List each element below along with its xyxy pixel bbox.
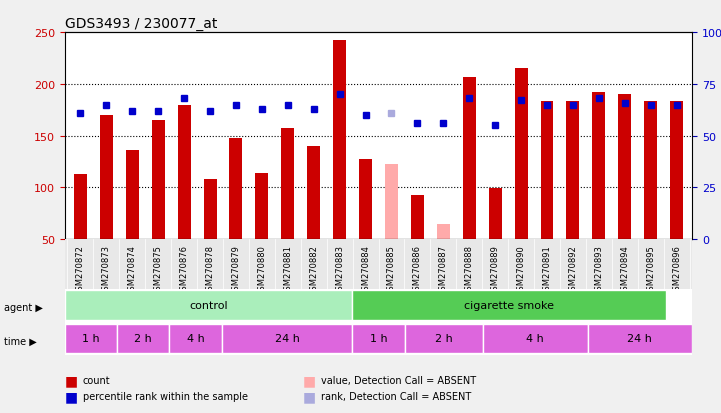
Text: GSM270889: GSM270889: [491, 244, 500, 295]
Text: ■: ■: [303, 389, 316, 404]
Text: GSM270893: GSM270893: [594, 244, 603, 295]
Bar: [644, 102, 657, 240]
Bar: [619, 95, 632, 240]
Text: GSM270895: GSM270895: [646, 244, 655, 295]
Text: 1 h: 1 h: [370, 334, 387, 344]
Text: GSM270881: GSM270881: [283, 244, 292, 295]
Text: ■: ■: [65, 373, 78, 387]
Bar: [255, 173, 268, 240]
Bar: [463, 78, 476, 240]
Text: 4 h: 4 h: [187, 334, 205, 344]
FancyBboxPatch shape: [117, 324, 169, 354]
Text: GSM270873: GSM270873: [102, 244, 111, 295]
Bar: [515, 69, 528, 240]
FancyBboxPatch shape: [483, 324, 588, 354]
Text: GSM270880: GSM270880: [257, 244, 266, 295]
Bar: [593, 93, 606, 240]
Text: 4 h: 4 h: [526, 334, 544, 344]
Text: rank, Detection Call = ABSENT: rank, Detection Call = ABSENT: [321, 392, 471, 401]
Text: percentile rank within the sample: percentile rank within the sample: [83, 392, 248, 401]
Text: GSM270885: GSM270885: [387, 244, 396, 295]
Text: GSM270896: GSM270896: [672, 244, 681, 295]
Text: GSM270886: GSM270886: [413, 244, 422, 295]
Bar: [670, 102, 683, 240]
Text: GSM270888: GSM270888: [465, 244, 474, 295]
Text: GDS3493 / 230077_at: GDS3493 / 230077_at: [65, 17, 217, 31]
Text: GSM270875: GSM270875: [154, 244, 163, 295]
Text: count: count: [83, 375, 110, 385]
Text: control: control: [190, 301, 228, 311]
Bar: [359, 160, 372, 240]
Text: time ▶: time ▶: [4, 336, 36, 346]
Text: GSM270882: GSM270882: [309, 244, 318, 295]
Text: GSM270876: GSM270876: [180, 244, 189, 295]
Text: GSM270879: GSM270879: [231, 244, 241, 295]
Bar: [489, 189, 502, 240]
Text: GSM270887: GSM270887: [439, 244, 448, 295]
FancyBboxPatch shape: [65, 324, 117, 354]
Text: GSM270878: GSM270878: [205, 244, 215, 295]
Bar: [385, 164, 398, 240]
Text: GSM270872: GSM270872: [76, 244, 85, 295]
Text: ■: ■: [65, 389, 78, 404]
Text: cigarette smoke: cigarette smoke: [464, 301, 554, 311]
FancyBboxPatch shape: [588, 324, 692, 354]
Text: 2 h: 2 h: [134, 334, 152, 344]
Bar: [281, 129, 294, 240]
Bar: [74, 174, 87, 240]
Bar: [541, 102, 554, 240]
FancyBboxPatch shape: [353, 324, 404, 354]
Bar: [151, 121, 164, 240]
Text: GSM270874: GSM270874: [128, 244, 137, 295]
FancyBboxPatch shape: [404, 324, 483, 354]
Bar: [203, 180, 216, 240]
Bar: [333, 41, 346, 240]
FancyBboxPatch shape: [169, 324, 222, 354]
Bar: [567, 102, 580, 240]
Text: 24 h: 24 h: [275, 334, 299, 344]
Text: GSM270883: GSM270883: [335, 244, 344, 295]
Text: GSM270884: GSM270884: [361, 244, 370, 295]
Bar: [125, 151, 138, 240]
Text: GSM270892: GSM270892: [568, 244, 578, 295]
Text: 2 h: 2 h: [435, 334, 453, 344]
Bar: [437, 224, 450, 240]
Text: value, Detection Call = ABSENT: value, Detection Call = ABSENT: [321, 375, 476, 385]
Bar: [177, 105, 190, 240]
Text: GSM270891: GSM270891: [542, 244, 552, 295]
Text: 24 h: 24 h: [627, 334, 653, 344]
FancyBboxPatch shape: [65, 291, 353, 320]
Text: ■: ■: [303, 373, 316, 387]
Text: GSM270890: GSM270890: [516, 244, 526, 295]
FancyBboxPatch shape: [222, 324, 353, 354]
Bar: [229, 138, 242, 240]
Bar: [411, 195, 424, 240]
Text: 1 h: 1 h: [82, 334, 99, 344]
Bar: [307, 147, 320, 240]
FancyBboxPatch shape: [353, 291, 666, 320]
Bar: [100, 116, 113, 240]
Text: GSM270894: GSM270894: [620, 244, 629, 295]
Text: agent ▶: agent ▶: [4, 303, 43, 313]
